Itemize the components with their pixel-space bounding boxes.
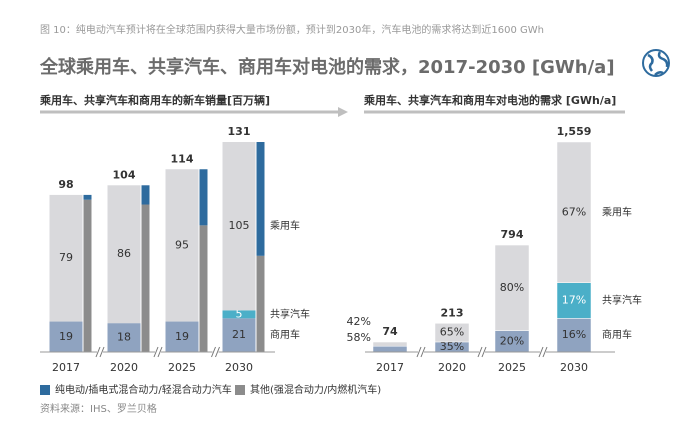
value-label: 20% (500, 334, 524, 347)
source: 资料来源：IHS、罗兰贝格 (40, 402, 157, 415)
bar-segment (165, 321, 199, 352)
bar-segment (222, 318, 256, 352)
x-tick-label: 2025 (168, 361, 196, 374)
x-tick-label: 2017 (52, 361, 80, 374)
share-bar (141, 204, 150, 352)
share-bar (256, 255, 265, 352)
value-label: 80% (500, 281, 524, 294)
value-label: 19 (59, 330, 73, 343)
axis-break (538, 346, 544, 358)
share-bar (83, 199, 92, 352)
axis-break (211, 346, 216, 358)
legend-swatch (235, 385, 245, 395)
share-bar (256, 142, 265, 256)
total-label: 98 (58, 178, 73, 191)
globe-icon (642, 49, 670, 77)
bar-segment (49, 194, 83, 322)
axis-break (416, 346, 422, 358)
x-tick-label: 2017 (376, 361, 404, 374)
series-label: 乘用车 (602, 205, 632, 218)
legend-label: 纯电动/插电式混合动力/轻混合动力汽车 (55, 383, 232, 396)
bar-segment (222, 310, 256, 319)
value-label: 21 (232, 328, 246, 341)
axis-break (153, 346, 159, 358)
axis-break (95, 346, 101, 358)
total-label: 114 (171, 152, 194, 165)
bar-segment (49, 321, 83, 352)
value-label: 18 (117, 331, 131, 344)
arrow (338, 107, 348, 117)
series-label: 乘用车 (270, 219, 300, 232)
share-bar (83, 194, 92, 200)
total-label: 794 (501, 228, 524, 241)
value-label: 16% (562, 328, 586, 341)
series-label: 共享汽车 (602, 294, 642, 307)
bar-segment (222, 142, 256, 311)
bar-segment (372, 345, 408, 353)
bar-segment (165, 169, 199, 322)
axis-break (157, 346, 163, 358)
value-label: 67% (562, 205, 586, 218)
bar-segment (107, 185, 141, 324)
bar-segment (556, 282, 592, 319)
value-label: 17% (562, 294, 586, 307)
total-label: 1,559 (557, 125, 592, 138)
axis-break (477, 346, 483, 358)
series-label: 商用车 (270, 328, 300, 341)
axis-break-gap (418, 349, 424, 355)
axis-break (481, 346, 487, 358)
bar-segment (494, 244, 530, 331)
share-bar (199, 225, 208, 352)
axis-break (542, 346, 548, 358)
x-tick-label: 2020 (110, 361, 138, 374)
axis-break-gap (540, 349, 546, 355)
value-label: 95 (175, 238, 189, 251)
x-tick-label: 2025 (498, 361, 526, 374)
x-tick-label: 2030 (560, 361, 588, 374)
axis-break-gap (212, 349, 219, 355)
value-label: 35% (440, 340, 464, 353)
total-label: 104 (113, 168, 136, 181)
value-label: 58% (347, 331, 371, 344)
legend-swatch (40, 385, 50, 395)
share-bar (141, 185, 150, 205)
value-label: 19 (175, 330, 189, 343)
share-bar (199, 169, 208, 226)
value-label: 5 (236, 307, 243, 320)
value-label: 86 (117, 247, 131, 260)
total-label: 131 (228, 125, 251, 138)
panel-title: 乘用车、共享汽车和商用车的新车销量[百万辆] (39, 93, 270, 107)
x-tick-label: 2030 (225, 361, 253, 374)
axis-break-gap (155, 349, 161, 355)
total-label: 74 (382, 325, 398, 338)
total-label: 213 (441, 306, 464, 319)
legend-label: 其他(强混合动力/内燃机汽车) (250, 383, 381, 396)
panel-title: 乘用车、共享汽车和商用车对电池的需求 [GWh/a] (363, 93, 616, 107)
bar-segment (434, 323, 470, 343)
bar-segment (556, 318, 592, 353)
value-label: 65% (440, 326, 464, 339)
chart-title: 全球乘用车、共享汽车、商用车对电池的需求，2017-2030 [GWh/a] (39, 56, 615, 78)
series-label: 共享汽车 (270, 307, 310, 320)
axis-break (99, 346, 105, 358)
value-label: 105 (229, 219, 250, 232)
bar-segment (556, 141, 592, 283)
x-tick-label: 2020 (438, 361, 466, 374)
bar-segment (107, 323, 141, 352)
axis-break-gap (97, 349, 103, 355)
series-label: 商用车 (602, 328, 632, 341)
axis-break (420, 346, 426, 358)
bar-segment (372, 341, 408, 347)
axis-break-gap (479, 349, 485, 355)
value-label: 79 (59, 251, 73, 264)
value-label: 42% (347, 315, 371, 328)
axis-break (215, 346, 220, 358)
caption: 图 10：纯电动汽车预计将在全球范围内获得大量市场份额，预计到2030年，汽车电… (40, 23, 544, 36)
